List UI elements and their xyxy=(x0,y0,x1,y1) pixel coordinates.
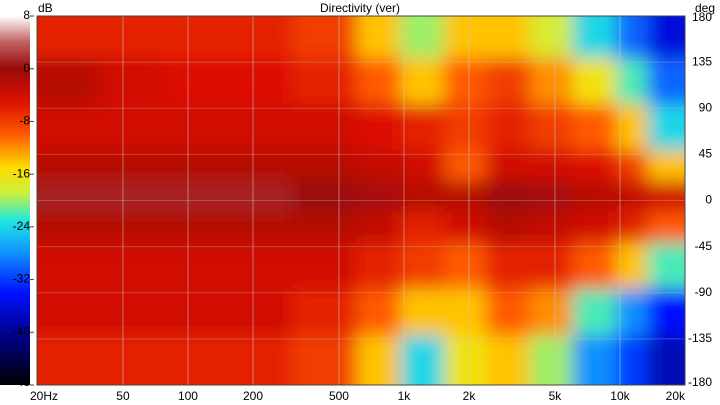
colorbar-tick-label: -40 xyxy=(13,324,31,338)
labels: 20Hz 50 100 200 500 1k 2k 5k 10k 20k 180 135 90 45 0 -4… xyxy=(13,8,713,403)
x-tick-label: 200 xyxy=(243,389,263,403)
heat-cell xyxy=(228,242,300,297)
heat-cell xyxy=(647,288,685,343)
heat-cell xyxy=(399,16,453,67)
x-tick-label: 2k xyxy=(463,389,477,403)
heat-cell xyxy=(356,334,408,385)
x-tick-label: 10k xyxy=(610,389,630,403)
heat-cell xyxy=(163,288,237,343)
x-tick-label: 5k xyxy=(549,389,563,403)
heat-cell xyxy=(647,334,685,385)
heat-cell xyxy=(37,16,107,67)
heat-cell xyxy=(163,334,237,385)
heat-cell xyxy=(291,288,365,343)
heat-cell xyxy=(37,334,107,385)
colorbar-tick-label: 8 xyxy=(23,8,30,22)
heat-cell xyxy=(291,16,365,67)
heat-cell xyxy=(356,16,408,67)
heat-cell xyxy=(163,16,237,67)
heat-cell xyxy=(37,288,107,343)
heat-cell xyxy=(228,16,300,67)
heat-cell xyxy=(485,58,539,113)
x-tick-label: 500 xyxy=(329,389,349,403)
heat-cell xyxy=(228,58,300,113)
heat-cell xyxy=(98,334,172,385)
heat-cell xyxy=(399,288,453,343)
y-tick-label: 90 xyxy=(699,100,713,114)
heat-cell xyxy=(647,16,685,67)
heat-cell xyxy=(356,58,408,113)
heat-cell xyxy=(163,58,237,113)
heat-cell xyxy=(291,104,365,159)
heat-cell xyxy=(291,242,365,297)
heat-cell xyxy=(163,242,237,297)
heat-cell xyxy=(399,104,453,159)
y-tick-label: 45 xyxy=(699,147,713,161)
heat-cell xyxy=(228,334,300,385)
heat-cell xyxy=(485,104,539,159)
heat-cell xyxy=(356,242,408,297)
chart-title: Directivity (ver) xyxy=(320,1,400,15)
colorbar-tick-label: -32 xyxy=(13,272,31,286)
y-tick-label: 135 xyxy=(692,54,712,68)
colorbar-tick-label: 0 xyxy=(23,61,30,75)
heat-cell xyxy=(98,242,172,297)
heat-cell xyxy=(485,16,539,67)
heat-cell xyxy=(647,242,685,297)
heat-cell xyxy=(37,58,107,113)
heat-cell xyxy=(291,334,365,385)
plot-frame xyxy=(36,15,686,386)
x-tick-label: 50 xyxy=(116,389,130,403)
heat-cell xyxy=(572,288,624,343)
heat-cell xyxy=(647,58,685,113)
y-tick-label: 180 xyxy=(692,10,712,24)
heat-cell xyxy=(356,288,408,343)
x-tick-label: 100 xyxy=(178,389,198,403)
y-tick-label: -45 xyxy=(695,239,713,253)
heat-cell xyxy=(485,242,539,297)
colorbar-tick-label: -16 xyxy=(13,166,31,180)
colorbar-tick-label: -24 xyxy=(13,219,31,233)
heat-cell xyxy=(399,242,453,297)
colorbar xyxy=(0,16,30,385)
colorbar-label: dB xyxy=(38,1,53,15)
heat-cell xyxy=(572,334,624,385)
heat-cell xyxy=(399,58,453,113)
y-tick-label: -180 xyxy=(688,375,712,389)
heatmap-cells xyxy=(37,16,685,385)
heat-cell xyxy=(485,288,539,343)
heat-cell xyxy=(572,104,624,159)
heat-cell xyxy=(98,104,172,159)
heat-cell xyxy=(647,104,685,159)
y-tick-label: -135 xyxy=(688,331,712,345)
heat-cell xyxy=(291,58,365,113)
heat-cell xyxy=(37,104,107,159)
heat-cell xyxy=(572,16,624,67)
heat-cell xyxy=(98,58,172,113)
heat-cell xyxy=(356,104,408,159)
heatmap xyxy=(37,16,685,385)
heat-cell xyxy=(98,16,172,67)
heat-cell xyxy=(163,104,237,159)
heat-cell xyxy=(228,288,300,343)
colorbar-tick-label: -48 xyxy=(13,375,31,389)
heat-cell xyxy=(572,242,624,297)
heat-cell xyxy=(572,58,624,113)
y-tick-label: 0 xyxy=(705,193,712,207)
heat-cell xyxy=(37,242,107,297)
y-axis-label: deg xyxy=(695,1,715,15)
x-tick-label: 1k xyxy=(398,389,412,403)
heat-cell xyxy=(399,334,453,385)
colorbar-tick-label: -8 xyxy=(19,114,30,128)
heat-cell xyxy=(485,334,539,385)
x-tick-label: 20Hz xyxy=(30,389,58,403)
y-tick-label: -90 xyxy=(695,285,713,299)
heat-cell xyxy=(98,288,172,343)
x-tick-label: 20k xyxy=(666,389,686,403)
heat-cell xyxy=(228,104,300,159)
